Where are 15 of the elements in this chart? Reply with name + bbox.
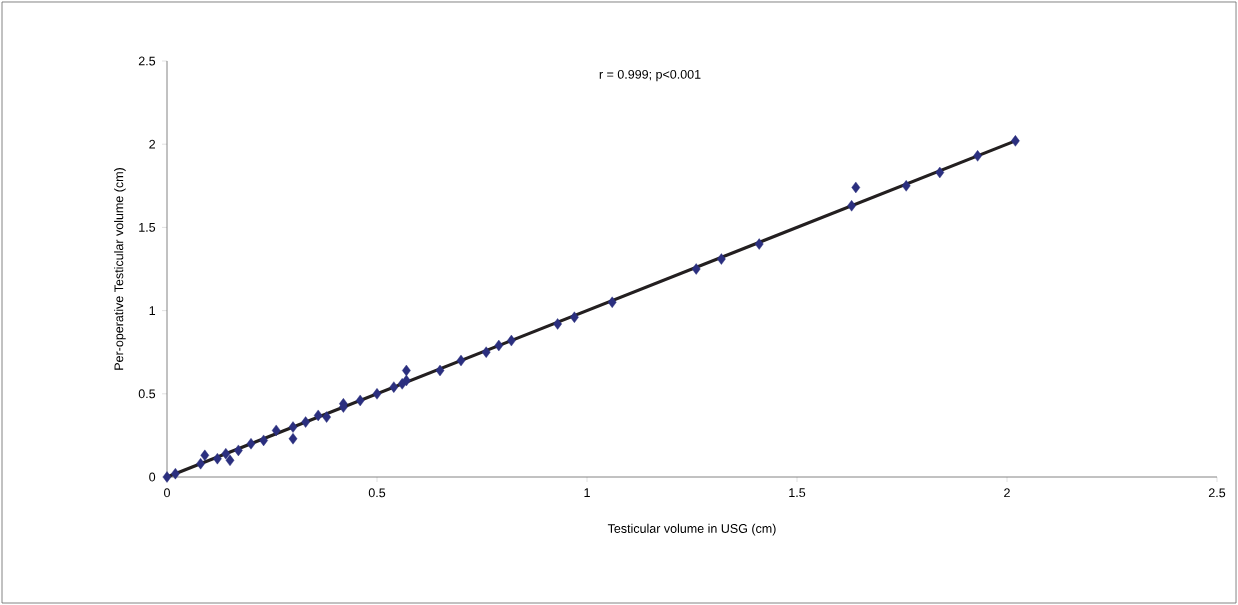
y-tick-label: 2 (149, 139, 156, 149)
annotation: r = 0.999; p<0.001 (599, 69, 701, 82)
y-tick-label: 2.5 (138, 56, 156, 66)
x-tick-label: 1 (584, 488, 590, 497)
y-tick-label: 0 (149, 472, 156, 482)
x-tick-label: 0 (164, 488, 170, 498)
x-axis-title: Testicular volume in USG (cm) (607, 523, 776, 536)
y-axis-title: Per-operative Testicular volume (cm) (114, 168, 126, 370)
y-tick-label: 0.5 (138, 389, 156, 399)
x-tick-label: 0.5 (368, 488, 386, 498)
y-tick-label: 1.5 (139, 223, 156, 232)
x-tick-label: 2 (1004, 488, 1010, 498)
y-tick-label: 1 (149, 306, 156, 315)
x-tick-label: 1.5 (789, 488, 806, 498)
x-tick-label: 2.5 (1208, 488, 1226, 498)
